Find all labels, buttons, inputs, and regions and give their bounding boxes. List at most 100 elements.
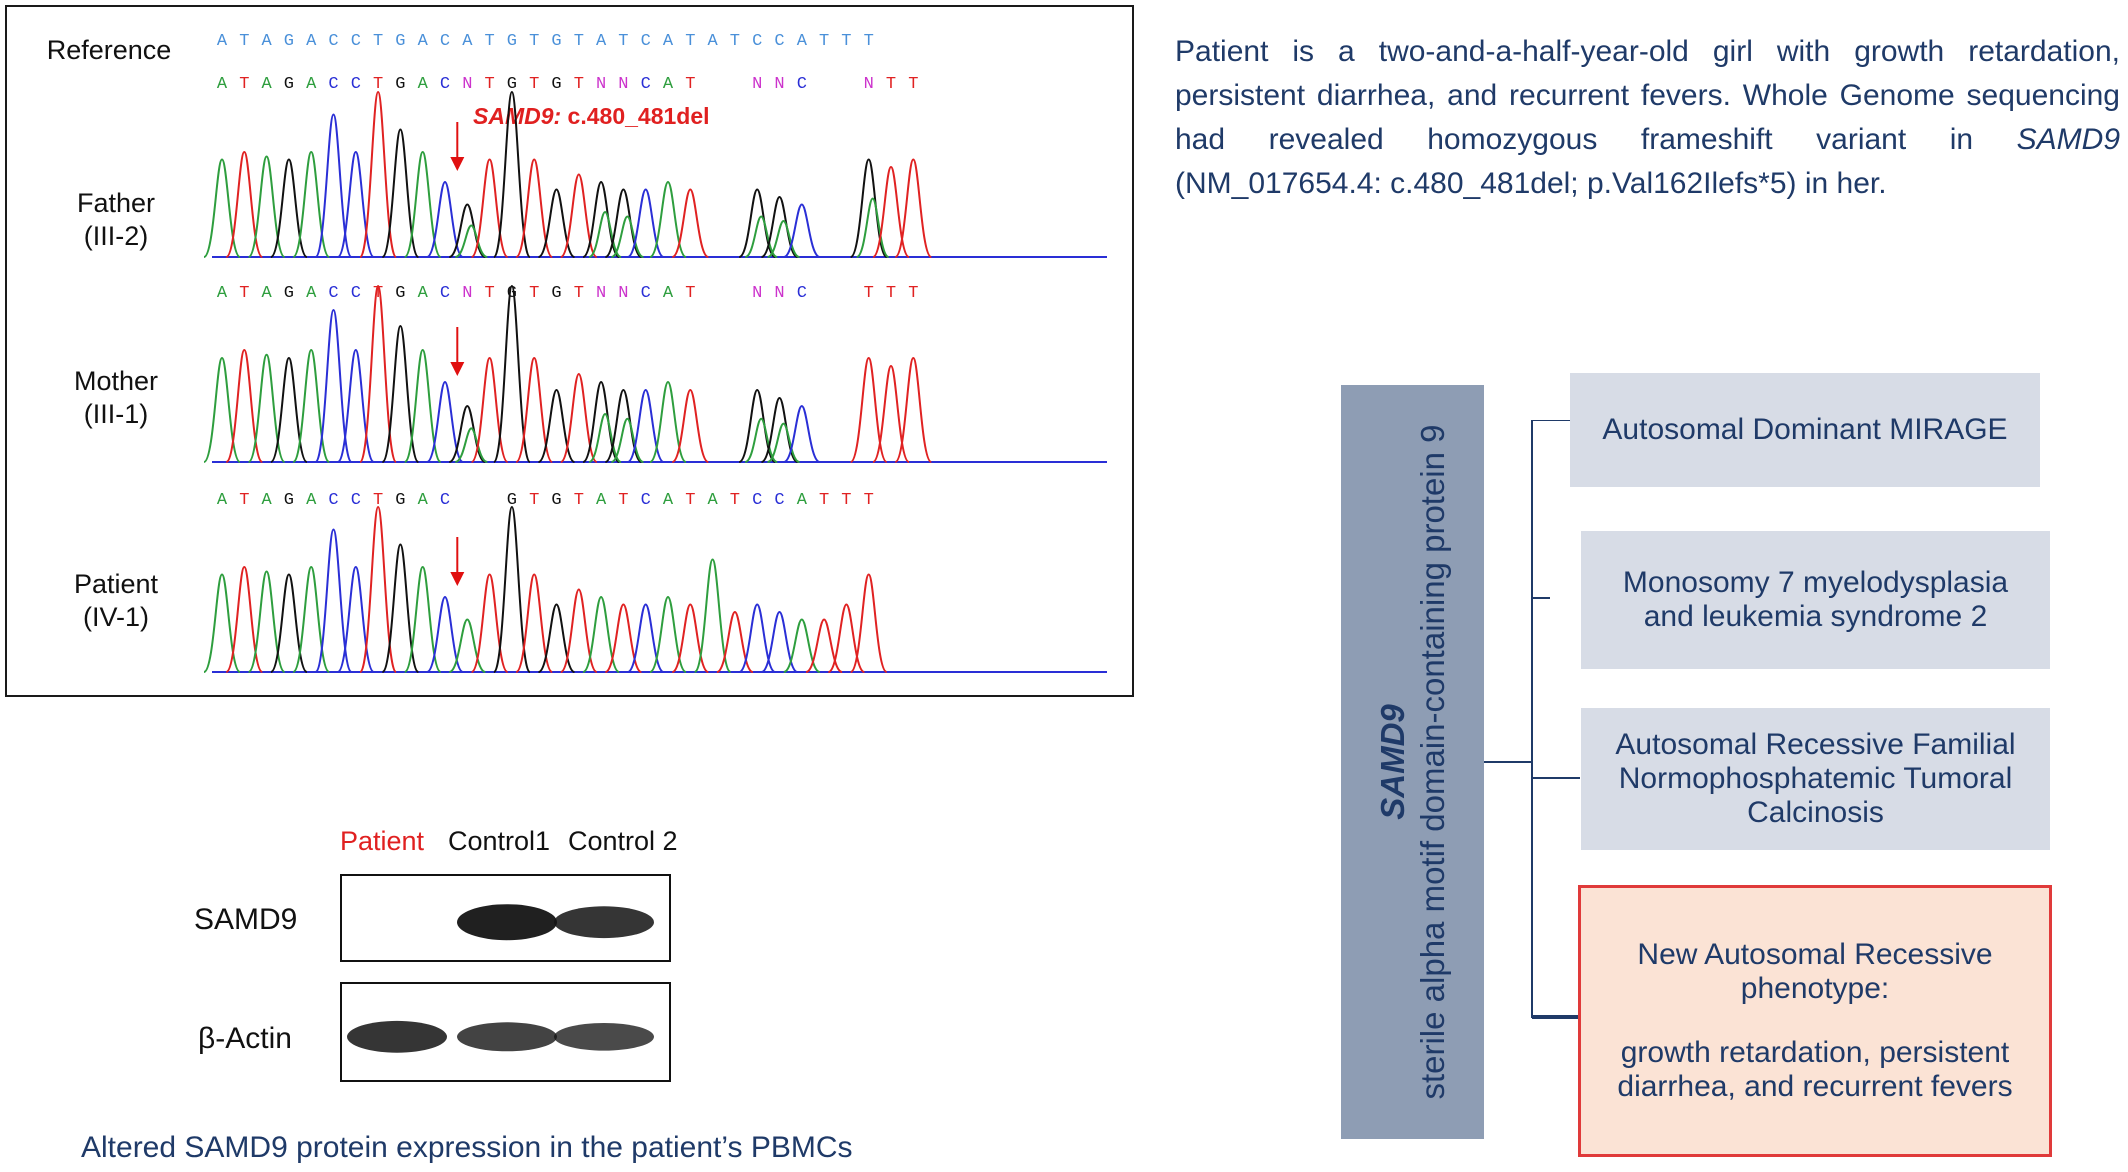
mother-id: (III-1) xyxy=(83,399,149,429)
base-letter: C xyxy=(752,32,763,51)
base-letter: N xyxy=(462,284,473,303)
base-letter: T xyxy=(484,75,495,94)
trace-peak xyxy=(760,396,799,463)
base-letter: T xyxy=(685,284,696,303)
phenotype-mirage: Autosomal Dominant MIRAGE xyxy=(1570,373,2040,487)
trace-peak xyxy=(783,618,821,673)
trace-peak-secondary xyxy=(610,417,644,463)
base-letter: C xyxy=(796,75,807,94)
base-letter: T xyxy=(372,32,384,51)
base-letter: G xyxy=(395,491,406,510)
base-letter: C xyxy=(328,491,339,510)
gene-full-name: sterile alpha motif domain-containing pr… xyxy=(1413,424,1451,1100)
base-letter: G xyxy=(551,284,562,303)
base-letter: T xyxy=(239,491,250,510)
base-letter: A xyxy=(261,284,272,303)
base-letter: T xyxy=(729,491,740,510)
trace-peak xyxy=(604,603,642,673)
base-letter: T xyxy=(484,32,495,51)
trace-peak xyxy=(627,388,665,463)
base-letter: C xyxy=(328,75,339,94)
base-letter: T xyxy=(618,32,629,51)
base-letter: T xyxy=(908,284,919,303)
base-letter: C xyxy=(328,284,339,303)
base-letter: A xyxy=(216,284,228,303)
base-letter: A xyxy=(662,32,674,51)
trace-peak xyxy=(247,155,286,258)
blot-samd9 xyxy=(340,874,671,962)
description-part1: Patient is a two-and-a-half-year-old gir… xyxy=(1175,35,2120,156)
base-letter: T xyxy=(573,491,584,510)
trace-peak xyxy=(403,565,442,673)
trace-peak xyxy=(559,588,598,673)
samd9-bands xyxy=(457,904,654,941)
trace-peak xyxy=(225,150,264,258)
trace-peak xyxy=(225,348,264,463)
base-letter: A xyxy=(662,491,674,510)
base-letter: N xyxy=(752,284,763,303)
trace-peak xyxy=(649,595,687,673)
mother-label: Mother (III-1) xyxy=(41,365,191,431)
lane-label-control1: Control1 xyxy=(448,826,551,856)
base-letter: C xyxy=(439,491,451,510)
base-letter: N xyxy=(774,284,785,303)
trace-peak xyxy=(359,284,398,463)
trace-peak xyxy=(492,90,531,258)
base-letter: C xyxy=(350,32,361,51)
base-letter: A xyxy=(417,32,428,51)
phenotype-monosomy7: Monosomy 7 myelodysplasia and leukemia s… xyxy=(1581,531,2050,669)
base-letter: C xyxy=(640,32,651,51)
trace-peak xyxy=(403,348,442,463)
lane-label-control2: Control 2 xyxy=(568,826,678,856)
base-letter: G xyxy=(283,284,294,303)
base-letter: G xyxy=(506,75,517,94)
blot-band xyxy=(457,904,557,941)
base-letter: T xyxy=(685,491,696,510)
patient-name: Patient xyxy=(73,569,159,599)
base-letter: N xyxy=(752,75,763,94)
gene-box-text: SAMD9 sterile alpha motif domain-contain… xyxy=(1373,392,1453,1132)
trace-peak-secondary xyxy=(856,197,890,258)
base-letter: T xyxy=(372,491,384,510)
trace-peak xyxy=(894,356,933,463)
trace-peak xyxy=(225,565,264,673)
chromatogram-panel: Reference Father (III-2) Mother (III-1) … xyxy=(5,5,1134,697)
base-letter: T xyxy=(685,75,696,94)
trace-peak xyxy=(849,573,888,673)
base-letter: C xyxy=(439,32,451,51)
base-letter: T xyxy=(573,75,584,94)
actin-bands xyxy=(347,1020,654,1053)
trace-peak xyxy=(671,388,709,463)
trace-peak-secondary xyxy=(454,427,488,463)
base-letter: T xyxy=(372,75,384,94)
variant-label: SAMD9: c.480_481del xyxy=(473,103,710,130)
trace-peak-secondary xyxy=(767,422,800,463)
base-letter: A xyxy=(417,284,428,303)
blot-band xyxy=(554,1023,654,1051)
phenotype-mirage-text: Autosomal Dominant MIRAGE xyxy=(1602,413,2008,446)
base-letter: A xyxy=(306,491,317,510)
trace-peak xyxy=(269,573,308,673)
trace-peak xyxy=(627,188,665,258)
base-letter: G xyxy=(551,491,562,510)
trace-peak-secondary xyxy=(588,412,622,463)
trace-peak xyxy=(738,188,776,258)
trace-peak xyxy=(426,380,464,463)
trace-peak-secondary xyxy=(744,215,778,258)
father-id: (III-2) xyxy=(83,221,149,251)
base-letter: T xyxy=(841,491,852,510)
base-letter: T xyxy=(372,284,384,303)
variant-gene: SAMD9: xyxy=(473,103,562,129)
base-letter: A xyxy=(462,32,473,51)
base-letter: T xyxy=(863,32,874,51)
trace-peak xyxy=(403,150,442,258)
base-letter: T xyxy=(885,75,897,94)
patient-label: Patient (IV-1) xyxy=(41,568,191,634)
trace-peak xyxy=(269,356,308,463)
new-phenotype-detail: growth retardation, persistent diarrhea,… xyxy=(1617,1036,2013,1103)
base-letter: T xyxy=(818,491,830,510)
base-letter: T xyxy=(841,32,852,51)
trace-peak xyxy=(426,180,464,258)
base-letter: T xyxy=(573,284,584,303)
